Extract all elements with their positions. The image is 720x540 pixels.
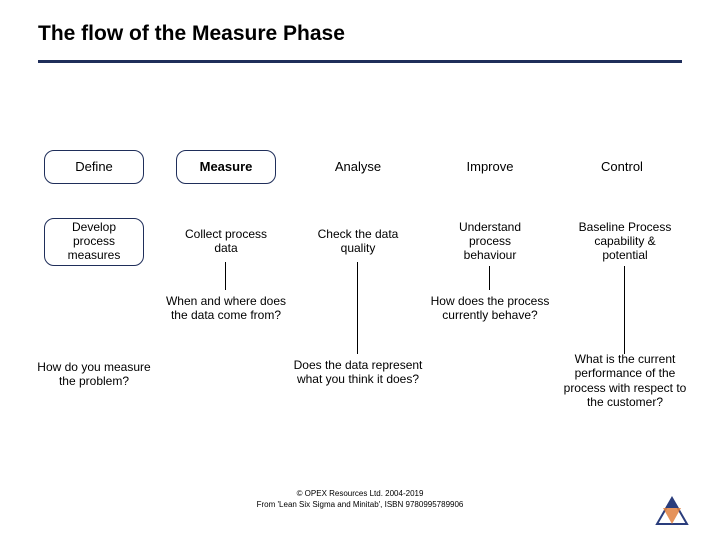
phase-improve: Improve [440, 150, 540, 184]
box-baseline: Baseline Process capability & potential [572, 218, 678, 266]
connector-1 [225, 262, 226, 290]
logo-icon [654, 496, 690, 528]
question-how-behave: How does the process currently behave? [428, 294, 552, 323]
connector-3 [489, 266, 490, 290]
box-understand: Understand process behaviour [440, 218, 540, 266]
page-title: The flow of the Measure Phase [38, 22, 345, 46]
box-develop: Develop process measures [44, 218, 144, 266]
question-current-perf: What is the current performance of the p… [558, 352, 692, 410]
connector-4 [624, 266, 625, 290]
question-does-represent: Does the data represent what you think i… [290, 358, 426, 387]
phase-measure: Measure [176, 150, 276, 184]
phase-control: Control [572, 150, 672, 184]
box-check: Check the data quality [308, 222, 408, 262]
copyright-line1: © OPEX Resources Ltd. 2004-2019 [0, 489, 720, 499]
phase-analyse: Analyse [308, 150, 408, 184]
connector-2 [357, 262, 358, 290]
phase-define: Define [44, 150, 144, 184]
box-collect: Collect process data [176, 222, 276, 262]
copyright: © OPEX Resources Ltd. 2004-2019 From 'Le… [0, 489, 720, 510]
question-when-where: When and where does the data come from? [160, 294, 292, 323]
title-divider [38, 60, 682, 63]
copyright-line2: From 'Lean Six Sigma and Minitab', ISBN … [0, 500, 720, 510]
connector-5 [357, 290, 358, 354]
connector-6 [624, 290, 625, 354]
question-how-measure: How do you measure the problem? [36, 360, 152, 389]
